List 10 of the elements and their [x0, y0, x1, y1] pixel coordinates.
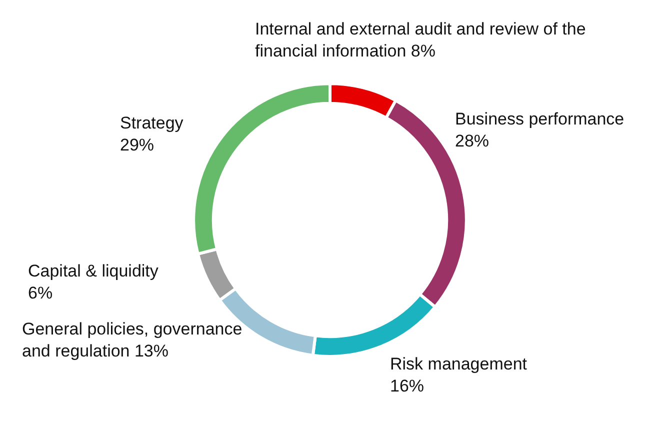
data-label: 29%: [120, 136, 154, 154]
data-label: 16%: [390, 376, 424, 396]
data-label: 6%: [28, 284, 53, 302]
slice-label: Business performance: [455, 110, 629, 128]
slice-label: General policies, governance and regulation 13%: [22, 320, 247, 360]
slice-label: Strategy: [120, 114, 188, 132]
slice-label: Internal and external audit and review of the financial information 8%: [255, 20, 590, 60]
data-label: 28%: [455, 132, 490, 150]
slice-label: Capital & liquidity: [28, 262, 164, 280]
slice-label: Risk management: [390, 354, 532, 374]
